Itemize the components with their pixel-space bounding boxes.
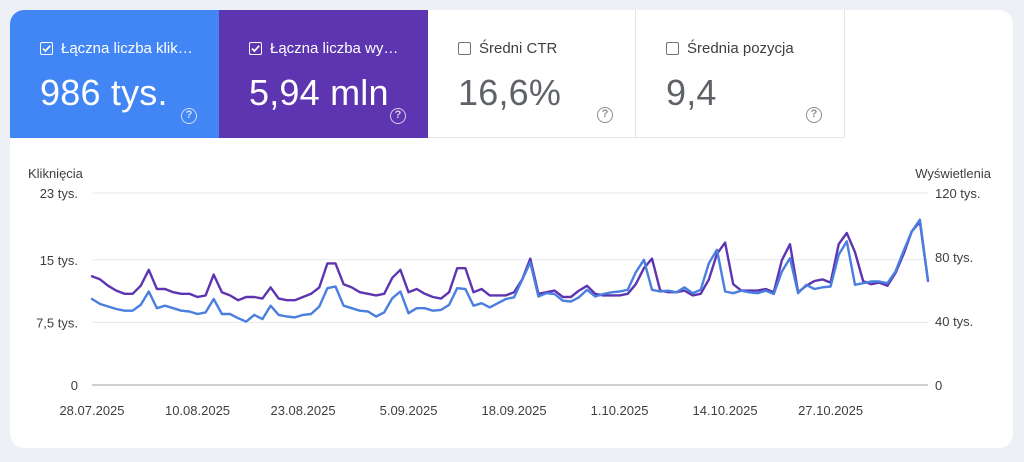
metric-header: Średni CTR [458, 38, 635, 58]
metric-tile-clicks[interactable]: Łączna liczba klik… 986 tys. ? [10, 10, 219, 138]
checkbox-checked-icon[interactable] [249, 41, 262, 55]
checkbox-checked-icon[interactable] [40, 41, 53, 55]
metric-label: Średnia pozycja [687, 39, 794, 57]
y-left-tick-label: 15 tys. [40, 253, 78, 268]
x-tick-label: 10.08.2025 [165, 403, 230, 418]
help-icon[interactable]: ? [181, 108, 197, 124]
performance-card: Łączna liczba klik… 986 tys. ? Łączna li… [10, 10, 1013, 448]
checkbox-unchecked-icon[interactable] [666, 41, 679, 55]
line-chart: 0 7,5 tys. 15 tys. 23 tys. 0 40 tys. 80 tys. 12… [28, 166, 992, 418]
x-tick-label: 27.10.2025 [798, 403, 863, 418]
y-left-tick-label: 7,5 tys. [36, 315, 78, 330]
metric-label: Łączna liczba klik… [61, 39, 193, 57]
x-tick-label: 18.09.2025 [482, 403, 547, 418]
x-tick-label: 28.07.2025 [59, 403, 124, 418]
gridlines [92, 192, 928, 386]
series-lines [90, 218, 930, 323]
metric-value: 986 tys. [40, 72, 168, 113]
y-right-axis-title: Wyświetlenia [915, 166, 992, 181]
help-icon[interactable]: ? [806, 107, 822, 123]
x-tick-label: 23.08.2025 [270, 403, 335, 418]
metric-header: Średnia pozycja [666, 38, 844, 58]
y-left-tick-label: 0 [71, 378, 78, 393]
x-tick-label: 5.09.2025 [380, 403, 438, 418]
help-icon[interactable]: ? [390, 108, 406, 124]
metric-value: 5,94 mln [249, 72, 389, 113]
x-tick-label: 1.10.2025 [591, 403, 649, 418]
metric-label: Średni CTR [479, 39, 558, 57]
metric-tiles: Łączna liczba klik… 986 tys. ? Łączna li… [10, 10, 1013, 138]
metric-header: Łączna liczba klik… [40, 38, 219, 58]
y-left-tick-label: 23 tys. [40, 186, 78, 201]
metric-tile-impressions[interactable]: Łączna liczba wy… 5,94 mln ? [219, 10, 428, 138]
metric-value: 16,6% [458, 72, 562, 113]
y-left-axis-title: Kliknięcia [28, 166, 84, 181]
metric-tile-position[interactable]: Średnia pozycja 9,4 ? [636, 10, 845, 138]
checkbox-unchecked-icon[interactable] [458, 41, 471, 55]
series-line [90, 218, 930, 323]
y-right-tick-label: 80 tys. [935, 250, 973, 265]
metric-tile-ctr[interactable]: Średni CTR 16,6% ? [428, 10, 636, 138]
metric-header: Łączna liczba wy… [249, 38, 428, 58]
y-right-tick-label: 40 tys. [935, 314, 973, 329]
y-right-tick-label: 0 [935, 378, 942, 393]
x-tick-label: 14.10.2025 [693, 403, 758, 418]
series-line [90, 220, 930, 302]
metric-label: Łączna liczba wy… [270, 39, 399, 57]
axis-labels: 0 7,5 tys. 15 tys. 23 tys. 0 40 tys. 80 tys. 12… [28, 166, 992, 418]
metric-value: 9,4 [666, 72, 717, 113]
y-right-tick-label: 120 tys. [935, 186, 981, 201]
help-icon[interactable]: ? [597, 107, 613, 123]
